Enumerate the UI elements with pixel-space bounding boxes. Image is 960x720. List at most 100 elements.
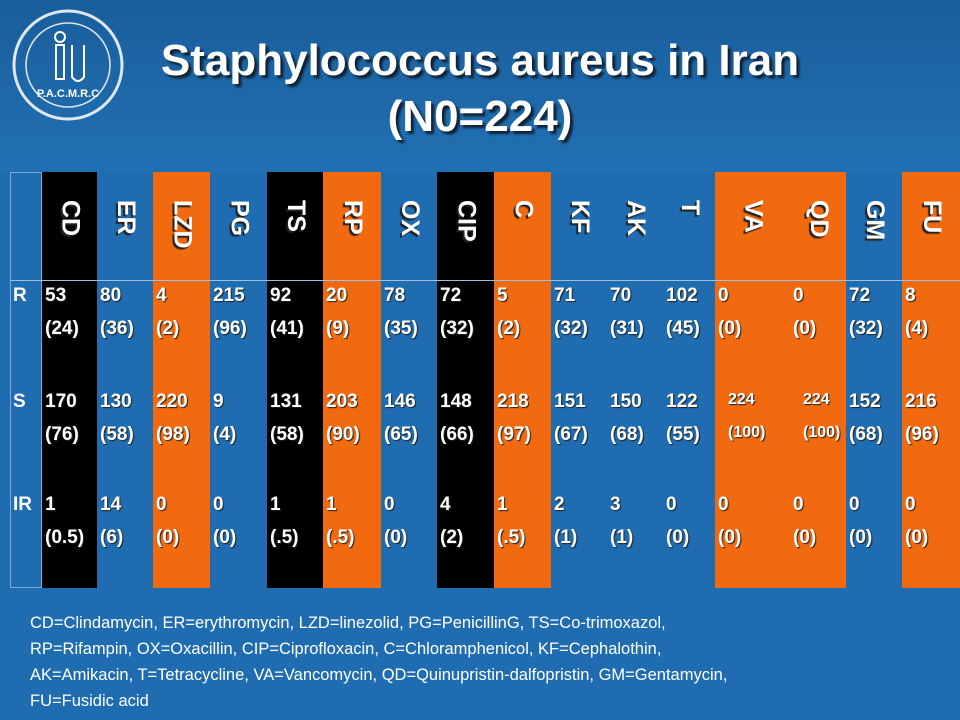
column-bg	[381, 172, 437, 588]
column-header: VA	[739, 200, 768, 233]
cell-text: 1	[326, 494, 337, 515]
cell-text: 0	[718, 285, 729, 306]
cell-text: (24)	[45, 318, 79, 339]
cell-text: (68)	[849, 424, 883, 445]
cell-text: (6)	[100, 527, 124, 548]
cell-text: (0)	[905, 527, 929, 548]
cell-text: 146	[384, 391, 416, 412]
cell-text: (0)	[213, 527, 237, 548]
cell-text: (35)	[384, 318, 418, 339]
cell-text: 102	[666, 285, 698, 306]
column-bg	[607, 172, 663, 588]
column-header: C	[509, 200, 538, 219]
column-header: RP	[339, 200, 367, 235]
cell-text: 224	[728, 391, 755, 408]
logo-text: P.A.C.M.R.C	[37, 88, 99, 100]
cell-text: 148	[440, 391, 472, 412]
row-label: R	[13, 285, 27, 306]
title: (N0=224)	[387, 92, 573, 141]
column-bg	[267, 172, 323, 588]
cell-text: 3	[610, 494, 621, 515]
cell-text: 1	[270, 494, 281, 515]
cell-text: (66)	[440, 424, 474, 445]
column-header: FU	[918, 200, 946, 234]
cell-text: 71	[554, 285, 576, 306]
cell-text: (.5)	[270, 527, 299, 548]
column-header: TS	[282, 200, 310, 232]
cell-text: (2)	[497, 318, 521, 339]
cell-text: 122	[666, 391, 698, 412]
column-header: KF	[566, 200, 594, 234]
legend-line: CD=Clindamycin, ER=erythromycin, LZD=lin…	[30, 614, 666, 632]
header-divider	[10, 280, 960, 281]
cell-text: (0)	[156, 527, 180, 548]
title-band	[0, 0, 960, 170]
cell-text: 14	[100, 494, 122, 515]
column-header: CIP	[452, 200, 481, 242]
cell-text: (97)	[497, 424, 531, 445]
cell-text: 170	[45, 391, 77, 412]
column-bg	[846, 172, 902, 588]
cell-text: (9)	[326, 318, 350, 339]
column-header: LZD	[168, 200, 197, 249]
cell-text: (0)	[849, 527, 873, 548]
cell-text: (58)	[100, 424, 134, 445]
cell-text: (96)	[213, 318, 247, 339]
column-bg	[790, 172, 846, 588]
cell-text: 152	[849, 391, 881, 412]
cell-text: (1)	[554, 527, 578, 548]
cell-text: (0)	[384, 527, 408, 548]
cell-text: (.5)	[326, 527, 355, 548]
column-header: PG	[225, 200, 254, 237]
column-header: OX	[396, 200, 424, 237]
cell-text: (100)	[803, 424, 841, 441]
cell-text: 2	[554, 494, 565, 515]
cell-text: (1)	[610, 527, 634, 548]
cell-text: (0)	[666, 527, 690, 548]
cell-text: 20	[326, 285, 348, 306]
cell-text: (2)	[156, 318, 180, 339]
cell-text: 151	[554, 391, 586, 412]
column-header: ER	[112, 200, 140, 235]
cell-text: 216	[905, 391, 937, 412]
column-bg	[551, 172, 607, 588]
cell-text: (65)	[384, 424, 418, 445]
cell-text: 70	[610, 285, 632, 306]
cell-text: 131	[270, 391, 302, 412]
column-header: T	[676, 200, 704, 216]
column-bg	[663, 172, 715, 588]
cell-text: 78	[384, 285, 406, 306]
cell-text: (4)	[905, 318, 929, 339]
column-bg	[715, 172, 790, 588]
cell-text: 8	[905, 285, 916, 306]
column-bg	[97, 172, 153, 588]
cell-text: 53	[45, 285, 67, 306]
legend-line: RP=Rifampin, OX=Oxacillin, CIP=Ciproflox…	[30, 640, 662, 658]
cell-text: (32)	[440, 318, 474, 339]
cell-text: (0)	[793, 318, 817, 339]
cell-text: 224	[803, 391, 830, 408]
cell-text: (0)	[793, 527, 817, 548]
cell-text: 130	[100, 391, 132, 412]
cell-text: 4	[156, 285, 167, 306]
cell-text: 5	[497, 285, 508, 306]
cell-text: 0	[718, 494, 729, 515]
title: Staphylococcus aureus in Iran	[160, 36, 800, 85]
cell-text: 80	[100, 285, 122, 306]
cell-text: 220	[156, 391, 188, 412]
cell-text: 0	[905, 494, 916, 515]
cell-text: 203	[326, 391, 358, 412]
cell-text: 0	[793, 285, 804, 306]
column-header: QD	[805, 200, 833, 238]
cell-text: (32)	[849, 318, 883, 339]
cell-text: (68)	[610, 424, 644, 445]
column-bg	[323, 172, 381, 588]
cell-text: 0	[156, 494, 167, 515]
logo: P.A.C.M.R.C	[12, 9, 124, 121]
cell-text: (58)	[270, 424, 304, 445]
column-bg	[42, 172, 97, 588]
cell-text: 92	[270, 285, 292, 306]
cell-text: 0	[384, 494, 395, 515]
cell-text: (0.5)	[45, 527, 85, 548]
